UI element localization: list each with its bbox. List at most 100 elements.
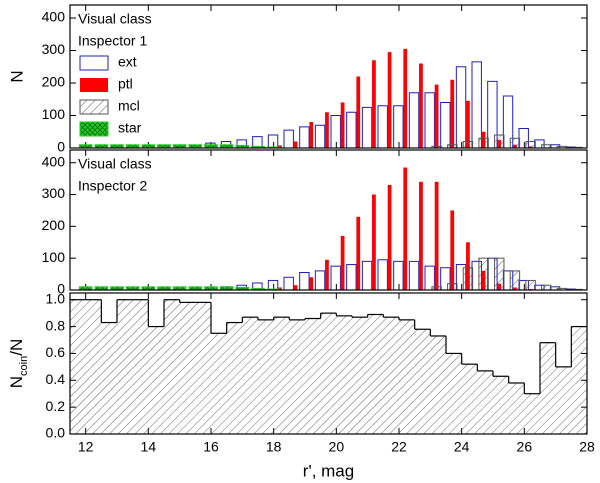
- bar: [132, 299, 149, 434]
- bar: [462, 267, 474, 291]
- bar: [450, 210, 455, 290]
- bar: [541, 284, 552, 291]
- bar: [399, 319, 415, 434]
- bar: [352, 317, 368, 434]
- bar: [283, 129, 294, 149]
- x-tick-label: 18: [266, 439, 282, 455]
- bar: [293, 141, 298, 148]
- bar: [525, 141, 536, 149]
- y-tick-label: 0: [57, 139, 65, 155]
- bar: [447, 283, 458, 291]
- annotation: Inspector 1: [78, 33, 147, 49]
- bar: [434, 84, 439, 148]
- y-axis-label: Ncoin/N: [7, 339, 29, 388]
- bar: [419, 63, 423, 148]
- bar: [320, 313, 337, 434]
- bar: [408, 260, 420, 291]
- bar: [361, 106, 373, 149]
- bar: [494, 134, 505, 149]
- x-tick-label: 26: [517, 439, 533, 455]
- bar: [440, 102, 451, 149]
- bar: [117, 299, 133, 434]
- y-tick-label: 200: [42, 74, 66, 90]
- y-tick-label: 200: [42, 217, 66, 233]
- bar: [179, 302, 196, 434]
- bar: [393, 260, 404, 291]
- bar: [540, 342, 556, 434]
- y-tick-label: 0.0: [46, 425, 66, 441]
- bar: [340, 102, 345, 148]
- x-axis-label: r', mag: [303, 461, 354, 480]
- y-axis-label-part: /N: [7, 339, 26, 356]
- bar: [330, 265, 341, 291]
- bar: [299, 272, 310, 291]
- y-tick-label: 0.6: [46, 344, 66, 360]
- plot-frame: [69, 292, 588, 435]
- legend-swatch: [79, 99, 109, 115]
- bar: [461, 364, 478, 434]
- x-tick-label: 22: [391, 439, 407, 455]
- bar: [377, 259, 388, 291]
- bar: [273, 317, 290, 434]
- legend-label: ptl: [118, 76, 133, 92]
- legend-swatch: [79, 121, 109, 137]
- bar: [466, 100, 470, 148]
- bar: [242, 317, 258, 434]
- plot-frame: [69, 4, 588, 149]
- bar: [477, 370, 493, 434]
- bar: [283, 276, 294, 291]
- bar: [336, 315, 352, 434]
- bar: [387, 52, 392, 148]
- bar: [346, 264, 357, 291]
- bar: [430, 335, 446, 434]
- bar: [524, 393, 540, 434]
- bar: [462, 141, 474, 149]
- bar: [356, 216, 361, 290]
- y-tick-label: 100: [42, 249, 66, 265]
- bar: [267, 134, 279, 149]
- bar: [466, 242, 470, 290]
- y-tick-label: 400: [42, 153, 66, 169]
- bar: [330, 115, 341, 149]
- y-tick-label: 0: [57, 281, 65, 297]
- y-tick-label: 0.2: [46, 398, 66, 414]
- legend-swatch: [79, 55, 109, 71]
- bar: [101, 322, 117, 434]
- bar: [571, 326, 587, 434]
- bar: [414, 329, 431, 434]
- bar: [309, 277, 314, 290]
- bar: [293, 285, 298, 290]
- bar: [383, 317, 399, 434]
- y-axis-label-part: coin: [18, 356, 30, 376]
- x-tick-label: 12: [78, 439, 94, 455]
- bar: [372, 194, 376, 290]
- bar: [372, 60, 376, 148]
- bar: [299, 126, 310, 149]
- bar: [356, 76, 361, 148]
- legend-label: ext: [118, 54, 137, 70]
- bar: [408, 92, 420, 149]
- y-tick-label: 400: [42, 9, 66, 25]
- bar: [314, 270, 326, 291]
- y-tick-label: 100: [42, 106, 66, 122]
- bar: [494, 257, 505, 291]
- y-tick-label: 0.4: [46, 371, 66, 387]
- bar: [471, 61, 482, 149]
- bar: [509, 137, 521, 149]
- bar: [403, 48, 408, 148]
- bar: [493, 376, 509, 434]
- bar: [419, 181, 423, 290]
- bar: [346, 111, 357, 149]
- y-axis-label: N: [7, 70, 26, 82]
- bar: [289, 319, 305, 434]
- bar: [377, 105, 388, 149]
- y-axis-label-part: N: [7, 376, 26, 388]
- bar: [226, 322, 243, 434]
- y-tick-label: 300: [42, 185, 66, 201]
- bar: [424, 92, 435, 149]
- bar: [325, 112, 329, 148]
- annotation: Visual class: [78, 11, 152, 27]
- x-tick-label: 16: [203, 439, 219, 455]
- legend-swatch: [80, 78, 108, 92]
